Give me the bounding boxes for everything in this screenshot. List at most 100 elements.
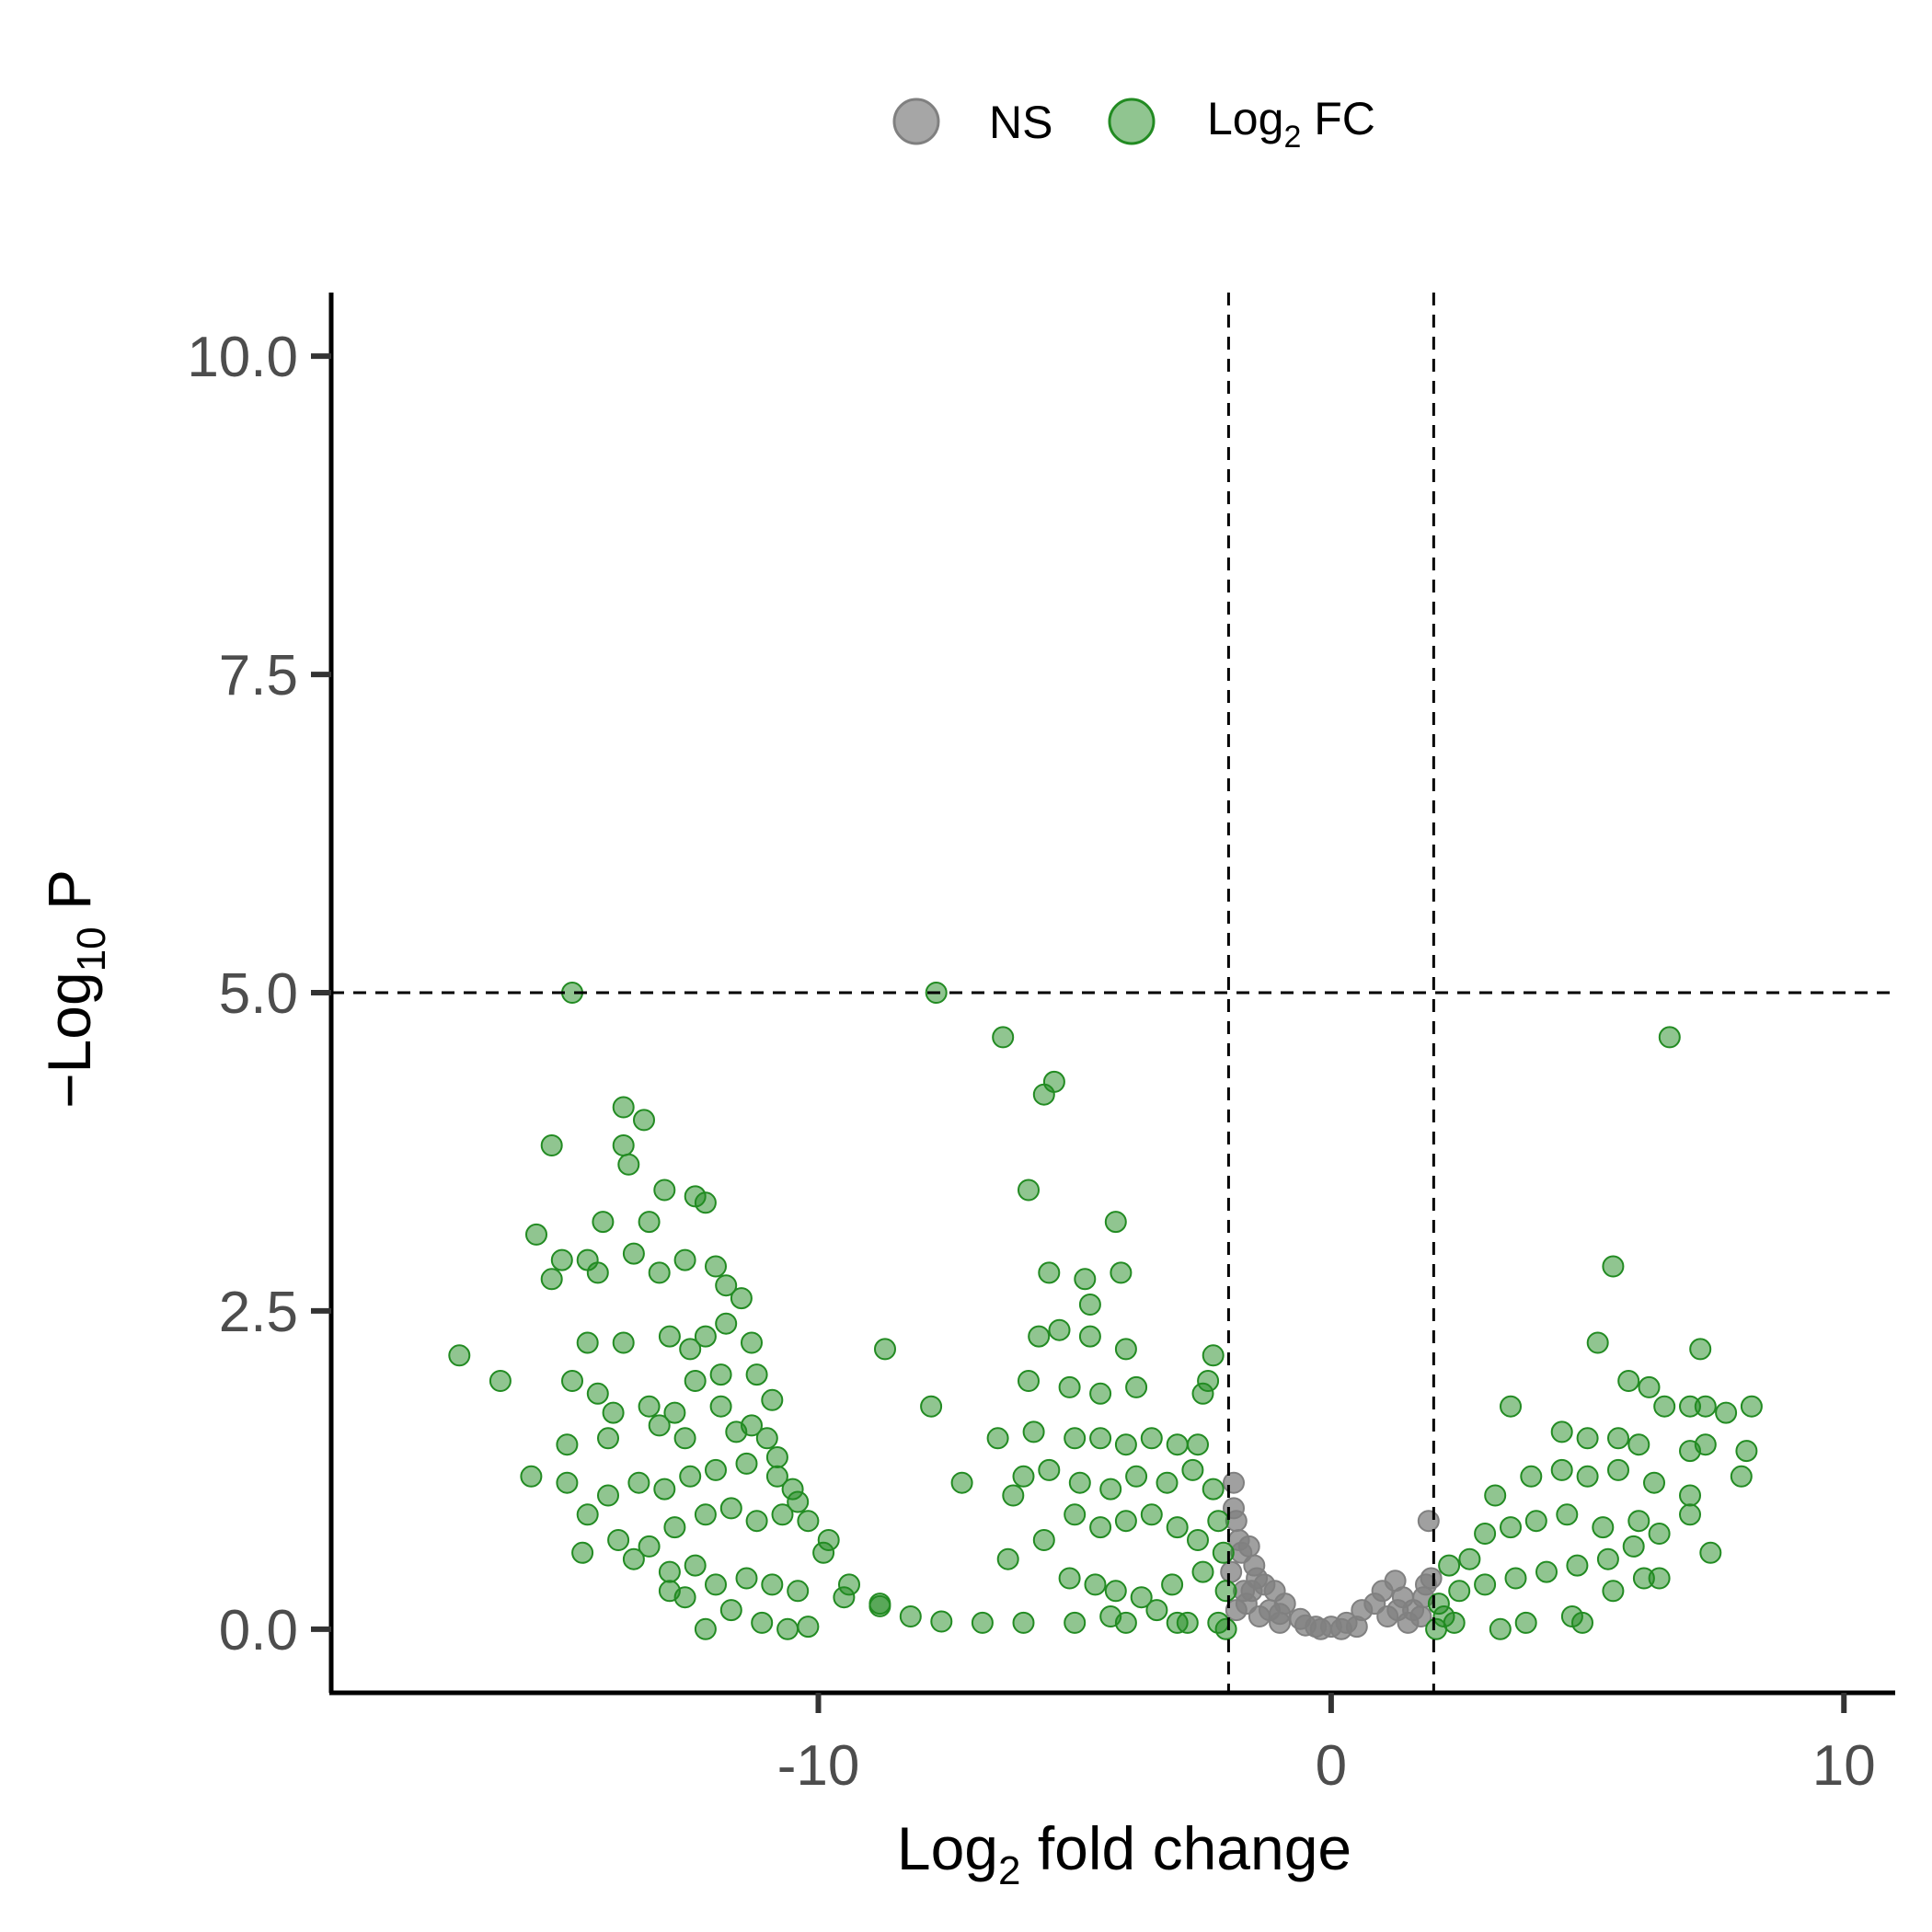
data-point [525, 1223, 547, 1246]
data-point [1018, 1179, 1040, 1202]
data-point [540, 1134, 563, 1156]
data-point [1166, 1611, 1189, 1634]
y-axis-ticks: 0.0 2.5 5.0 7.5 10.0 [187, 326, 331, 1662]
data-point [1269, 1603, 1292, 1626]
x-axis-ticks: -10 0 10 [777, 1693, 1876, 1798]
y-tick-label: 0.0 [219, 1599, 298, 1662]
data-point [1602, 1255, 1625, 1278]
data-point [1018, 1370, 1040, 1392]
data-point [1114, 1510, 1137, 1533]
data-point [1607, 1427, 1629, 1450]
data-point [1125, 1375, 1148, 1398]
data-point [992, 1026, 1015, 1049]
data-point [1207, 1510, 1230, 1533]
data-point [751, 1611, 774, 1634]
data-point [1038, 1458, 1061, 1481]
data-point [1187, 1529, 1209, 1551]
data-point [1191, 1560, 1214, 1583]
data-point [1330, 1617, 1352, 1640]
data-point [1715, 1401, 1738, 1424]
data-point [1556, 1503, 1579, 1526]
data-point [648, 1261, 671, 1284]
data-point [715, 1312, 738, 1335]
data-point [1038, 1261, 1061, 1284]
data-point [1576, 1465, 1599, 1488]
data-point [899, 1605, 922, 1627]
data-point [612, 1331, 635, 1354]
data-point [638, 1211, 661, 1234]
cutoff-lines [331, 293, 1895, 1693]
data-point [1058, 1567, 1081, 1590]
data-point [787, 1580, 810, 1603]
data-point [1110, 1261, 1133, 1284]
data-point [812, 1541, 835, 1564]
legend-key-ns [892, 98, 940, 145]
data-point [648, 1414, 671, 1437]
data-point [550, 1248, 573, 1271]
data-point [607, 1529, 630, 1551]
data-point [1658, 1026, 1681, 1049]
data-point [663, 1401, 686, 1424]
data-point [597, 1427, 619, 1450]
data-point [1104, 1580, 1127, 1603]
data-point [719, 1497, 742, 1520]
data-point [1084, 1573, 1107, 1596]
data-point [556, 1471, 579, 1494]
data-point [735, 1452, 758, 1475]
data-point [1104, 1211, 1127, 1234]
data-point [1089, 1382, 1112, 1405]
data-point [1099, 1478, 1122, 1501]
data-point [761, 1573, 784, 1596]
data-point [612, 1096, 635, 1119]
data-point [930, 1610, 953, 1633]
data-point [1694, 1395, 1717, 1418]
data-point [1145, 1599, 1168, 1622]
data-point [673, 1586, 696, 1609]
data-point [1699, 1541, 1722, 1564]
x-tick-label: 0 [1316, 1734, 1347, 1798]
data-point [679, 1338, 702, 1361]
data-point [576, 1503, 599, 1526]
data-point [1735, 1440, 1758, 1463]
data-point [1125, 1465, 1148, 1488]
data-point [1566, 1554, 1589, 1577]
data-point [1596, 1547, 1619, 1570]
data-point [540, 1268, 563, 1291]
data-point [673, 1248, 696, 1271]
data-point [1064, 1503, 1087, 1526]
data-point [1474, 1523, 1497, 1545]
data-point [1602, 1580, 1625, 1603]
data-point [1474, 1573, 1497, 1596]
data-point [765, 1446, 788, 1468]
data-point [1535, 1560, 1558, 1583]
data-point [874, 1338, 896, 1361]
data-point [1140, 1427, 1163, 1450]
data-point [950, 1471, 973, 1494]
data-point [1648, 1523, 1671, 1545]
data-point [745, 1363, 768, 1386]
data-point [1500, 1516, 1522, 1539]
data-point [776, 1617, 799, 1640]
data-point [576, 1331, 599, 1354]
legend-label-ns: NS [989, 97, 1052, 148]
data-point [1032, 1529, 1055, 1551]
data-point [1679, 1503, 1701, 1526]
data-point [571, 1541, 594, 1564]
data-point [1114, 1611, 1137, 1634]
data-point [1156, 1471, 1179, 1494]
data-point [709, 1363, 732, 1386]
data-point [1689, 1338, 1712, 1361]
data-point [1166, 1516, 1189, 1539]
data-point [705, 1255, 727, 1278]
data-point [694, 1617, 717, 1640]
data-point [597, 1484, 619, 1507]
data-point [761, 1388, 784, 1411]
data-point [520, 1465, 543, 1488]
data-point [663, 1516, 686, 1539]
data-point [1524, 1510, 1547, 1533]
data-point [1140, 1503, 1163, 1526]
data-point [1068, 1471, 1091, 1494]
data-point [797, 1616, 820, 1639]
points-layer [448, 982, 1763, 1640]
data-point [1207, 1611, 1230, 1634]
